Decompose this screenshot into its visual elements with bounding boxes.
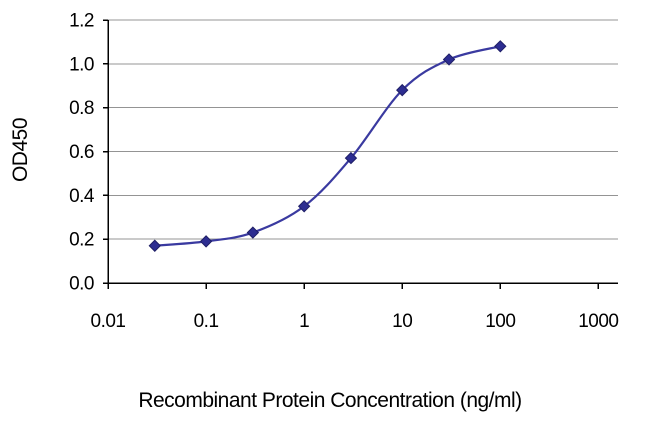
x-tick-label: 1000 [578, 311, 618, 332]
x-tick-label: 0.01 [91, 311, 126, 332]
x-tick-label: 1 [299, 311, 309, 332]
y-tick-label: 1.0 [69, 54, 94, 75]
series-line [153, 45, 502, 247]
x-tick-label: 10 [392, 311, 412, 332]
data-point-marker [494, 40, 507, 53]
y-axis-title: OD450 [9, 117, 32, 183]
y-tick-label: 0.2 [69, 230, 94, 251]
data-point-marker [297, 200, 311, 213]
y-tick-label: 0.6 [69, 142, 94, 163]
x-tick-label: 0.1 [194, 311, 219, 332]
y-tick-label: 0.4 [69, 186, 95, 207]
data-point-marker [442, 53, 456, 66]
y-tick-label: 0.0 [69, 274, 94, 295]
data-point-marker [396, 83, 409, 97]
x-tick-label: 100 [485, 311, 515, 332]
data-point-marker [246, 226, 260, 239]
data-point-marker [344, 151, 358, 165]
data-point-marker [199, 235, 213, 248]
data-point-marker [148, 239, 162, 252]
y-tick-label: 0.8 [69, 98, 94, 119]
y-tick-label: 1.2 [69, 11, 94, 32]
x-axis-title: Recombinant Protein Concentration (ng/ml… [138, 389, 522, 412]
